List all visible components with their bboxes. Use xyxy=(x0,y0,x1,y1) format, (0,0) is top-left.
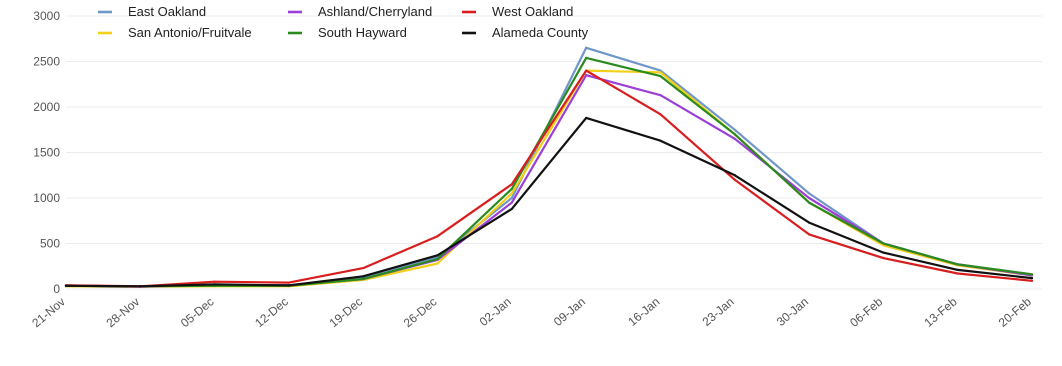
x-tick-label: 13-Feb xyxy=(921,294,959,329)
data-point xyxy=(733,174,736,177)
x-tick-label: 30-Jan xyxy=(774,295,811,329)
data-point xyxy=(659,74,662,78)
data-point xyxy=(807,192,811,195)
series-line xyxy=(64,69,1034,288)
x-tick-label: 23-Jan xyxy=(700,295,737,329)
data-point xyxy=(733,128,736,131)
data-point xyxy=(807,196,811,200)
data-point xyxy=(436,235,439,238)
data-point xyxy=(139,285,142,288)
legend: East Oakland Ashland/Cherryland West Oakla… xyxy=(98,4,589,40)
data-point xyxy=(733,178,736,181)
legend-item: South Hayward xyxy=(288,25,407,40)
series-group xyxy=(64,46,1034,288)
data-point xyxy=(585,74,588,77)
data-point xyxy=(882,256,885,260)
x-tick-label: 02-Jan xyxy=(477,295,514,329)
legend-item: East Oakland xyxy=(98,4,206,19)
y-tick-label: 1000 xyxy=(33,191,60,205)
y-tick-label: 3000 xyxy=(33,9,60,23)
data-point xyxy=(64,284,68,287)
legend-label: South Hayward xyxy=(318,25,407,40)
data-point xyxy=(585,56,588,59)
data-point xyxy=(733,133,736,136)
data-point xyxy=(956,263,959,266)
y-axis: 0 500 1000 1500 2000 2500 3000 xyxy=(33,9,60,296)
grid-layer xyxy=(66,15,1042,290)
y-tick-label: 2500 xyxy=(33,55,60,69)
series-group xyxy=(64,74,1034,288)
legend-label: San Antonio/Fruitvale xyxy=(128,25,252,40)
y-tick-label: 500 xyxy=(40,237,60,251)
data-point xyxy=(659,113,662,116)
data-point xyxy=(287,284,291,287)
series-layer xyxy=(64,46,1034,288)
series-line xyxy=(64,46,1034,288)
x-tick-label: 16-Jan xyxy=(625,295,662,329)
data-point xyxy=(510,196,513,200)
x-tick-label: 28-Nov xyxy=(104,295,143,331)
y-tick-label: 0 xyxy=(53,282,60,296)
series-line xyxy=(64,116,1034,288)
x-tick-label: 06-Feb xyxy=(847,294,885,329)
x-tick-label: 12-Dec xyxy=(252,295,291,331)
data-point xyxy=(510,201,513,204)
data-point xyxy=(956,268,959,271)
data-point xyxy=(882,242,885,245)
data-point xyxy=(213,280,216,283)
x-tick-label: 20-Feb xyxy=(996,294,1034,329)
x-tick-label: 09-Jan xyxy=(551,295,588,329)
legend-label: Ashland/Cherryland xyxy=(318,4,432,19)
data-point xyxy=(1030,276,1034,280)
legend-item: Alameda County xyxy=(462,25,589,40)
x-tick-label: 19-Dec xyxy=(327,295,366,331)
data-point xyxy=(733,137,736,140)
data-point xyxy=(585,46,588,49)
x-axis: 21-Nov 28-Nov 05-Dec 12-Dec 19-Dec 26-Dec 02-J… xyxy=(29,294,1034,330)
data-point xyxy=(585,69,588,72)
data-point xyxy=(882,251,885,254)
data-point xyxy=(807,221,811,224)
data-point xyxy=(213,283,216,286)
x-tick-label: 21-Nov xyxy=(29,295,68,331)
data-point xyxy=(956,272,959,275)
data-point xyxy=(510,183,513,186)
data-point xyxy=(436,262,439,265)
data-point xyxy=(659,139,662,142)
legend-label: East Oakland xyxy=(128,4,206,19)
legend-item: San Antonio/Fruitvale xyxy=(98,25,252,40)
data-point xyxy=(436,257,439,261)
legend-label: West Oakland xyxy=(492,4,573,19)
data-point xyxy=(659,69,662,72)
legend-label: Alameda County xyxy=(492,25,589,40)
y-tick-label: 1500 xyxy=(33,146,60,160)
data-point xyxy=(287,281,291,284)
data-point xyxy=(362,266,365,270)
data-point xyxy=(510,187,513,190)
series-line xyxy=(64,56,1034,288)
data-point xyxy=(807,233,811,236)
legend-item: Ashland/Cherryland xyxy=(288,4,432,19)
series-group xyxy=(64,116,1034,288)
data-point xyxy=(807,201,811,204)
data-point xyxy=(659,94,662,97)
x-tick-label: 26-Dec xyxy=(401,295,440,331)
data-point xyxy=(510,192,513,195)
data-point xyxy=(362,275,365,278)
y-tick-label: 2000 xyxy=(33,100,60,114)
data-point xyxy=(510,207,513,211)
data-point xyxy=(436,254,439,257)
series-group xyxy=(64,69,1034,288)
legend-item: West Oakland xyxy=(462,4,573,19)
x-tick-label: 05-Dec xyxy=(178,295,217,331)
data-point xyxy=(659,71,662,74)
data-point xyxy=(362,277,365,281)
data-point xyxy=(1030,273,1034,276)
data-point xyxy=(585,116,588,120)
data-point xyxy=(1030,279,1034,282)
